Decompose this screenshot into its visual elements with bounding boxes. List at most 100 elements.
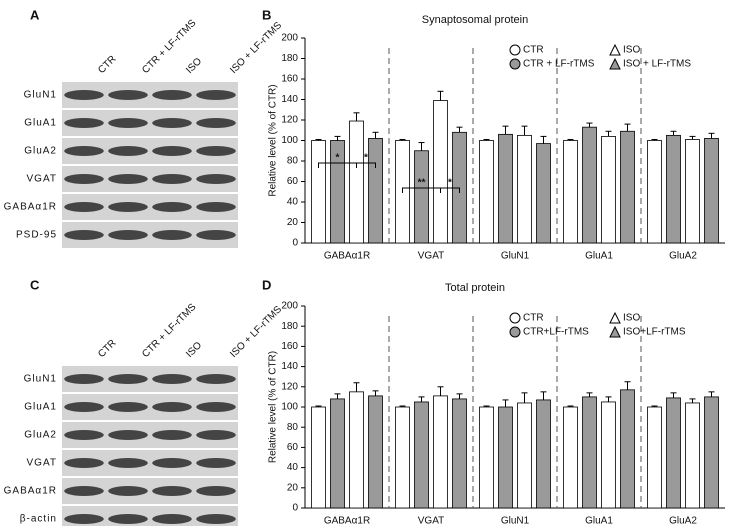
lane-label: CTR: [96, 338, 118, 360]
protein-label: β-actin: [20, 514, 57, 525]
bar: [414, 401, 429, 509]
significance-bracket: [356, 162, 376, 168]
band: [196, 90, 236, 100]
significance-label: **: [418, 178, 426, 189]
bar: [620, 130, 635, 244]
legend-marker: [509, 326, 521, 338]
y-tick-label: 180: [281, 53, 298, 64]
legend-label: ISO: [623, 45, 640, 56]
legend-label: CTR+LF-rTMS: [523, 327, 589, 338]
legend-label: CTR + LF-rTMS: [523, 59, 595, 70]
bar: [311, 406, 326, 509]
legend-label: ISO + LF-rTMS: [623, 59, 691, 70]
band: [108, 402, 148, 412]
x-tick-label: VGAT: [418, 516, 444, 526]
band: [108, 90, 148, 100]
bar: [704, 138, 719, 244]
legend-marker: [609, 43, 621, 56]
y-tick-label: 120: [281, 381, 298, 392]
band: [196, 174, 236, 184]
band: [108, 430, 148, 440]
protein-label: GluA1: [24, 402, 57, 413]
bar: [452, 398, 467, 509]
bar: [517, 402, 532, 509]
band: [64, 430, 104, 440]
x-tick-label: GluN1: [501, 251, 530, 262]
legend-marker: [509, 312, 521, 324]
y-tick-label: 80: [287, 156, 299, 167]
band: [196, 486, 236, 496]
x-tick-label: GABAα1R: [324, 516, 370, 526]
band: [152, 202, 192, 212]
y-tick-label: 180: [281, 321, 298, 332]
bar: [647, 140, 662, 244]
band: [196, 458, 236, 468]
y-tick-label: 100: [281, 135, 298, 146]
band: [152, 514, 192, 524]
band: [64, 402, 104, 412]
bar: [517, 134, 532, 244]
protein-label: GluA2: [24, 146, 57, 157]
y-tick-label: 0: [292, 238, 298, 249]
blot-strip: [62, 506, 238, 526]
y-axis-label: Relative level (% of CTR): [268, 84, 279, 196]
chart-title: Synaptosomal protein: [422, 14, 528, 26]
bar: [498, 133, 513, 244]
band: [196, 402, 236, 412]
protein-label: GluN1: [24, 374, 57, 385]
x-tick-label: GABAα1R: [324, 251, 370, 262]
y-axis-label: Relative level (% of CTR): [268, 351, 279, 463]
band: [152, 430, 192, 440]
protein-label: GluN1: [24, 90, 57, 101]
band: [196, 430, 236, 440]
significance-bracket: [440, 187, 460, 193]
protein-label: GluA2: [24, 430, 57, 441]
lane-label: ISO + LF-rTMS: [228, 20, 284, 76]
bar: [536, 399, 551, 509]
bar: [311, 140, 326, 244]
y-tick-label: 160: [281, 74, 298, 85]
x-tick-label: GluA1: [585, 251, 613, 262]
legend-marker: [509, 58, 521, 70]
band: [64, 514, 104, 524]
y-tick-label: 120: [281, 115, 298, 126]
band: [152, 118, 192, 128]
y-tick-label: 160: [281, 341, 298, 352]
panel-label: A: [30, 7, 40, 22]
bar: [666, 397, 681, 509]
legend-label: CTR: [523, 45, 544, 56]
band: [196, 374, 236, 384]
band: [108, 118, 148, 128]
bar: [479, 140, 494, 244]
band: [152, 230, 192, 240]
band: [152, 486, 192, 496]
x-tick-label: GluA1: [585, 516, 613, 526]
bar: [433, 100, 448, 244]
y-tick-label: 200: [281, 33, 298, 44]
y-tick-label: 80: [287, 422, 299, 433]
bar: [395, 406, 410, 509]
x-tick-label: GluA2: [669, 516, 697, 526]
band: [64, 202, 104, 212]
band: [108, 202, 148, 212]
y-tick-label: 20: [287, 217, 299, 228]
band: [152, 146, 192, 156]
bar: [414, 150, 429, 244]
band: [108, 486, 148, 496]
band: [64, 230, 104, 240]
band: [108, 174, 148, 184]
y-tick-label: 140: [281, 361, 298, 372]
y-tick-label: 60: [287, 176, 299, 187]
bar: [704, 396, 719, 509]
bar: [368, 395, 383, 509]
bar: [685, 402, 700, 509]
bar: [666, 134, 681, 244]
band: [64, 174, 104, 184]
bar: [349, 391, 364, 509]
band: [152, 174, 192, 184]
bar: [433, 395, 448, 509]
band: [108, 230, 148, 240]
legend-marker: [509, 44, 521, 56]
band: [152, 90, 192, 100]
